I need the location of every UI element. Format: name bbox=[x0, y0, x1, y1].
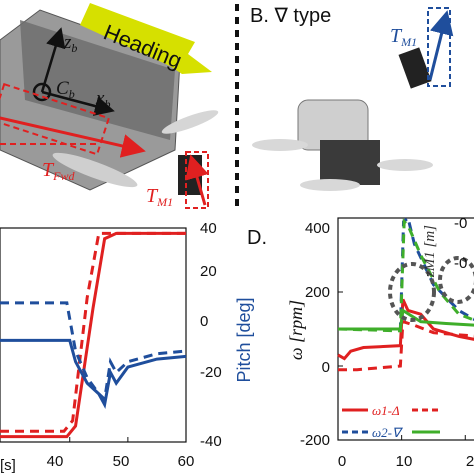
motor-b-block bbox=[398, 47, 432, 89]
chart-c-y-right-tick-0: 40 bbox=[200, 220, 217, 237]
chart-c-y-right-label: Pitch [deg] bbox=[234, 297, 254, 382]
chart-d-y-tick-1: 200 bbox=[305, 284, 330, 301]
chart-c-y-right-tick-4: -40 bbox=[200, 433, 222, 450]
chart-d-lines bbox=[337, 215, 474, 372]
chart-c-ticks bbox=[69, 437, 187, 442]
chart-d-x-tick-20: 2 bbox=[466, 453, 474, 470]
highlight-circle-right bbox=[438, 256, 474, 304]
chart-d-y-tick-3: -200 bbox=[300, 432, 330, 449]
chart-c-y-right-tick-2: 0 bbox=[200, 313, 208, 330]
chart-d-y-label: ω [rpm] bbox=[286, 300, 306, 360]
chart-d-y-tick-2: 0 bbox=[322, 359, 330, 376]
propeller-left bbox=[52, 152, 138, 188]
panel-b-label: B. ∇ type bbox=[250, 5, 331, 27]
drone-b-prop-left bbox=[252, 139, 308, 151]
t-fwd-arrow bbox=[0, 116, 146, 158]
drone-b-body bbox=[320, 140, 380, 185]
t-fwd-label: TFwd bbox=[42, 159, 75, 183]
panel-d-label: D. bbox=[247, 227, 267, 249]
series-line-blue-dashed bbox=[0, 301, 187, 403]
z-axis-arrow bbox=[40, 27, 66, 93]
drone-b-prop-front bbox=[300, 179, 360, 191]
chart-c-lines bbox=[0, 231, 187, 439]
chart-c-x-tick-60: 60 bbox=[178, 453, 195, 470]
drone-canopy-shape bbox=[20, 20, 175, 140]
center-label: Cb bbox=[56, 78, 75, 101]
motor-block bbox=[178, 155, 202, 195]
series-line-red-solid bbox=[0, 231, 186, 439]
t-m1-label: TM1 bbox=[146, 185, 173, 209]
t-m1-b-arrow bbox=[428, 10, 454, 81]
chart-c-frame bbox=[0, 227, 187, 443]
series-line-red-dashed bbox=[338, 319, 474, 372]
chart-c: 40 50 60 [s] 40 20 0 -20 -40 Pitch [deg] bbox=[0, 220, 254, 474]
series-line-blue-solid bbox=[0, 338, 187, 410]
chart-d: D. 400 200 0 -200 0 10 2 ω [rpm] zM1 [m]… bbox=[247, 215, 474, 470]
chart-c-y-right-tick-3: -20 bbox=[200, 364, 222, 381]
chart-d-y-right-tick-0: -0 bbox=[454, 215, 467, 232]
chart-d-x-tick-10: 10 bbox=[396, 453, 413, 470]
chart-d-y-right-label: zM1 [m] bbox=[422, 225, 438, 278]
heading-arrow-icon bbox=[80, 3, 212, 74]
t-m1-arrow bbox=[185, 154, 209, 206]
series-line-red-dashed bbox=[0, 231, 186, 433]
red-dashed-frame bbox=[0, 82, 111, 156]
drone-b-prop-right bbox=[377, 159, 433, 171]
x-axis-label: xb bbox=[95, 88, 110, 111]
propeller-right bbox=[161, 110, 219, 134]
chart-c-y-right-tick-1: 20 bbox=[200, 263, 217, 280]
chart-d-y-tick-0: 400 bbox=[305, 220, 330, 237]
chart-d-legend: ω1-Δ ω2-∇ bbox=[342, 403, 440, 440]
chart-d-x-tick-0: 0 bbox=[338, 453, 346, 470]
chart-d-y-right-tick-1: -0 bbox=[454, 255, 467, 272]
chart-c-x-tick-50: 50 bbox=[113, 453, 130, 470]
t-m1-dashed-frame bbox=[185, 151, 209, 209]
x-axis-arrow bbox=[41, 90, 115, 116]
z-axis-label: zb bbox=[63, 32, 77, 55]
chart-d-ticks bbox=[337, 217, 466, 441]
t-m1-b-frame bbox=[427, 7, 451, 87]
legend-entry-0: ω1-Δ bbox=[372, 403, 400, 418]
highlight-circle-left bbox=[388, 262, 436, 322]
t-m1-b-label: TM1 bbox=[390, 25, 417, 49]
chart-c-x-tick-40: 40 bbox=[47, 453, 64, 470]
drone-panel-a: Heading zb xb Cb TFwd TM1 bbox=[0, 3, 219, 209]
drone-panel-b: B. ∇ type TM1 bbox=[250, 5, 454, 191]
center-of-mass-icon bbox=[32, 82, 52, 102]
chart-c-x-label-fragment: [s] bbox=[0, 457, 16, 474]
series-line-green-dashed bbox=[337, 218, 474, 333]
legend-entry-1: ω2-∇ bbox=[372, 425, 404, 440]
series-line-green-solid bbox=[338, 308, 474, 331]
